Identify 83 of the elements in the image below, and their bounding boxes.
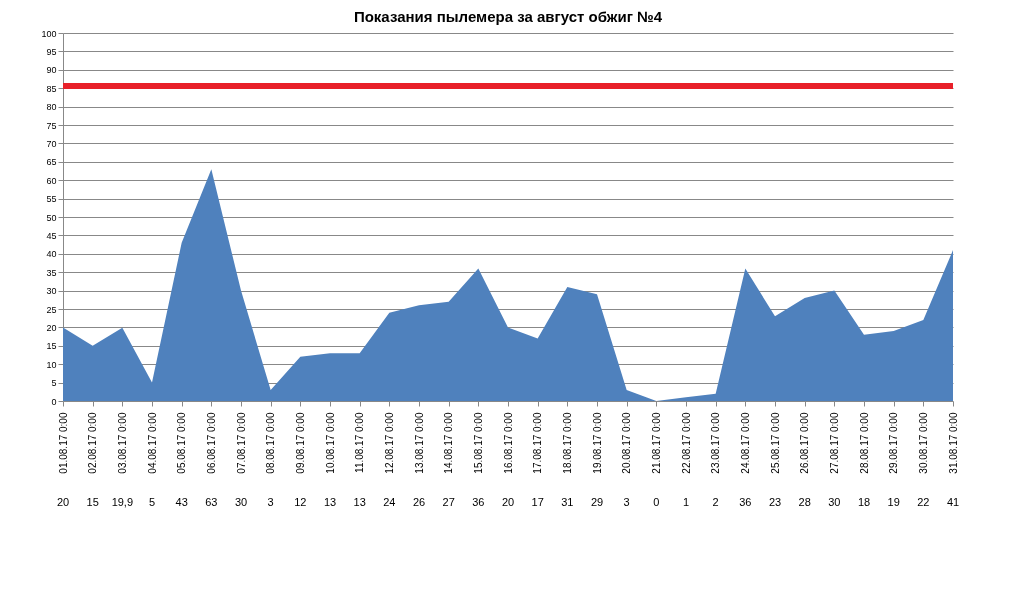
x-tick-label: 08.08.17 0:00 <box>265 412 277 474</box>
y-tick-label: 70 <box>46 138 57 149</box>
x-tick-label: 16.08.17 0:00 <box>502 412 514 474</box>
y-tick-label: 20 <box>46 322 57 333</box>
y-tick-label: 15 <box>46 341 57 352</box>
x-tick-label: 27.08.17 0:00 <box>828 412 840 474</box>
y-tick-label: 35 <box>46 267 57 278</box>
x-tick-label: 14.08.17 0:00 <box>443 412 455 474</box>
data-label: 22 <box>917 496 930 508</box>
x-tick-label: 17.08.17 0:00 <box>532 412 544 474</box>
data-label: 31 <box>561 496 574 508</box>
y-tick-label: 80 <box>46 102 57 113</box>
y-tick-label: 100 <box>41 28 57 39</box>
y-tick-label: 0 <box>51 396 57 407</box>
y-tick-label: 30 <box>46 286 57 297</box>
y-tick-label: 95 <box>46 46 57 57</box>
data-label: 12 <box>294 496 307 508</box>
y-tick-label: 75 <box>46 120 57 131</box>
x-tick-label: 05.08.17 0:00 <box>176 412 188 474</box>
data-label: 43 <box>175 496 188 508</box>
x-tick-label: 26.08.17 0:00 <box>799 412 811 474</box>
data-label: 13 <box>323 496 337 508</box>
data-label: 26 <box>412 496 426 508</box>
x-tick-label: 03.08.17 0:00 <box>116 412 128 474</box>
x-tick-label: 09.08.17 0:00 <box>294 412 306 474</box>
y-tick-label: 60 <box>46 175 57 186</box>
x-tick-label: 13.08.17 0:00 <box>413 412 425 474</box>
data-label: 15 <box>86 496 99 508</box>
data-label: 2 <box>712 496 719 508</box>
x-tick-label: 23.08.17 0:00 <box>710 412 722 474</box>
x-tick-label: 30.08.17 0:00 <box>917 412 929 474</box>
x-tick-label: 04.08.17 0:00 <box>146 412 158 474</box>
x-tick-label: 25.08.17 0:00 <box>769 412 781 474</box>
data-label: 41 <box>946 496 960 508</box>
data-label: 23 <box>768 496 782 508</box>
y-tick-label: 85 <box>46 83 57 94</box>
x-tick-label: 01.08.17 0:00 <box>57 412 69 474</box>
y-tick-label: 25 <box>46 304 57 315</box>
data-label: 3 <box>267 496 274 508</box>
data-label: 0 <box>653 496 660 508</box>
data-label: 28 <box>798 496 811 508</box>
data-label: 36 <box>472 496 485 508</box>
y-tick-label: 50 <box>46 212 57 223</box>
data-label: 1 <box>682 496 690 508</box>
y-tick-label: 10 <box>46 359 57 370</box>
x-tick-label: 20.08.17 0:00 <box>621 412 633 474</box>
x-tick-label: 29.08.17 0:00 <box>888 412 900 474</box>
y-tick-label: 5 <box>51 378 57 389</box>
chart-title: Показания пылемера за август обжиг №4 <box>353 8 663 25</box>
data-label: 3 <box>623 496 630 508</box>
data-label: 27 <box>442 496 455 508</box>
x-tick-label: 11.08.17 0:00 <box>354 412 366 473</box>
x-tick-label: 31.08.17 0:00 <box>947 412 959 474</box>
data-label: 30 <box>234 496 248 508</box>
x-tick-label: 02.08.17 0:00 <box>87 412 99 474</box>
x-tick-label: 24.08.17 0:00 <box>739 412 751 474</box>
x-tick-label: 28.08.17 0:00 <box>858 412 870 474</box>
data-label: 30 <box>828 496 841 508</box>
data-label: 24 <box>383 496 396 508</box>
y-tick-label: 55 <box>46 194 57 205</box>
x-tick-label: 21.08.17 0:00 <box>650 412 662 474</box>
x-tick-label: 12.08.17 0:00 <box>383 412 395 474</box>
data-label: 36 <box>739 496 752 508</box>
x-tick-label: 15.08.17 0:00 <box>472 412 484 474</box>
x-tick-label: 19.08.17 0:00 <box>591 412 603 474</box>
x-tick-label: 18.08.17 0:00 <box>561 412 573 474</box>
data-label: 17 <box>531 496 544 508</box>
data-label: 5 <box>148 496 156 508</box>
x-tick-label: 06.08.17 0:00 <box>205 412 217 474</box>
data-label: 19,9 <box>111 496 134 508</box>
data-label: 19 <box>887 496 900 508</box>
data-label: 29 <box>590 496 604 508</box>
x-tick-label: 22.08.17 0:00 <box>680 412 692 474</box>
y-tick-label: 45 <box>46 230 57 241</box>
data-label: 63 <box>205 496 218 508</box>
data-label: 13 <box>353 496 366 508</box>
y-tick-label: 40 <box>46 249 57 260</box>
x-tick-label: 10.08.17 0:00 <box>324 412 336 474</box>
data-label: 18 <box>857 496 871 508</box>
data-label: 20 <box>501 496 515 508</box>
y-tick-label: 90 <box>46 65 57 76</box>
x-tick-label: 07.08.17 0:00 <box>235 412 247 474</box>
y-tick-label: 65 <box>46 157 57 168</box>
